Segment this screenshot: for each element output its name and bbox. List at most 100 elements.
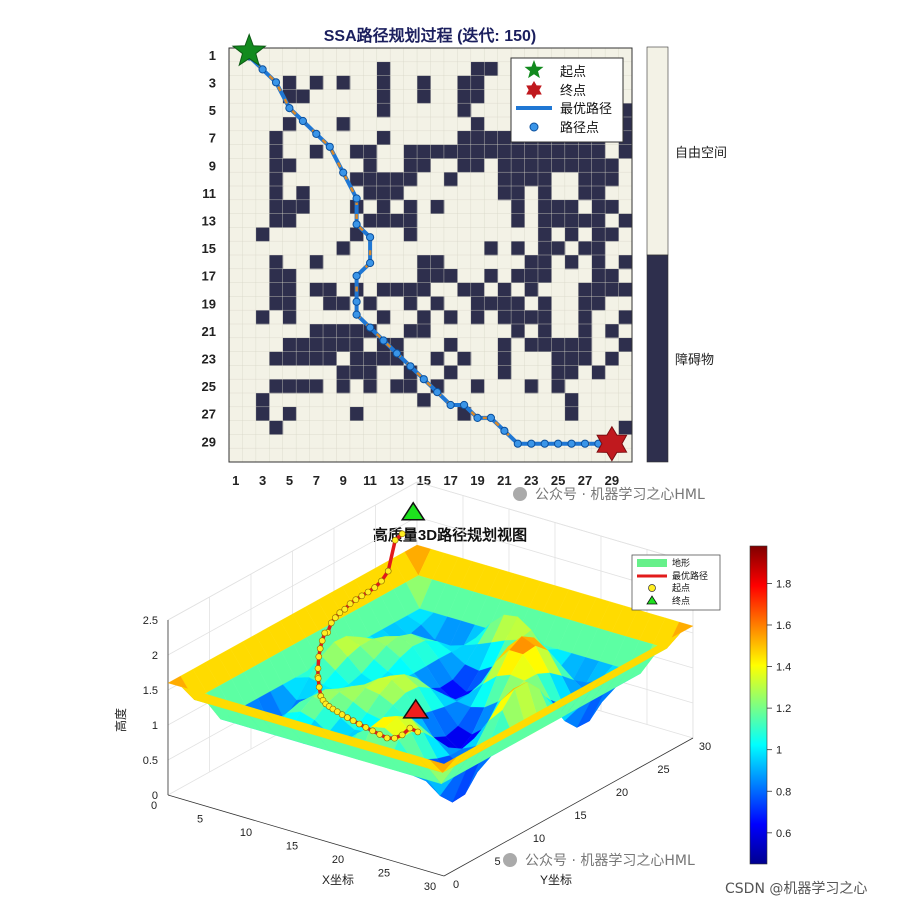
y-tick-label: 9: [209, 158, 216, 173]
obstacle-cell: [430, 296, 445, 311]
obstacle-cell: [537, 310, 552, 325]
obstacle-cell: [269, 282, 284, 297]
wechat-icon: [513, 487, 527, 501]
obstacle-cell: [470, 130, 485, 145]
obstacle-cell: [282, 213, 297, 228]
legend-goal-label: 终点: [560, 83, 586, 98]
obstacle-cell: [376, 103, 391, 118]
obstacle-cell: [269, 268, 284, 283]
obstacle-cell: [430, 144, 445, 159]
waypoint: [473, 413, 482, 422]
waypoint: [392, 349, 401, 358]
obstacle-cell: [591, 282, 606, 297]
obstacle-cell: [336, 296, 351, 311]
surface-waypoint: [331, 614, 339, 622]
obstacle-cell: [363, 172, 378, 187]
obstacle-cell: [417, 282, 431, 297]
wechat-icon-bottom: [503, 853, 517, 867]
y-tick-label: 27: [202, 407, 216, 422]
obstacle-cell: [605, 351, 619, 366]
watermark-corner: CSDN @机器学习之心: [725, 881, 867, 897]
obstacle-cell: [269, 158, 284, 173]
waypoint: [500, 426, 509, 435]
obstacle-cell: [403, 282, 418, 297]
grid-colorbar: 自由空间 障碍物: [646, 46, 727, 463]
obstacle-cell: [524, 255, 539, 270]
z-tick-label: 0: [152, 790, 158, 802]
obstacle-cell: [309, 337, 324, 352]
obstacle-cell: [390, 213, 405, 228]
obstacle-cell: [470, 310, 485, 325]
obstacle-cell: [417, 268, 431, 283]
obstacle-cell: [255, 227, 270, 242]
surface-waypoint: [406, 724, 414, 732]
obstacle-cell: [430, 351, 445, 366]
obstacle-cell: [443, 268, 458, 283]
obstacle-cell: [591, 144, 606, 159]
y-tick-label: 5: [209, 103, 216, 118]
obstacle-cell: [296, 199, 310, 214]
obstacle-cell: [511, 310, 525, 325]
colorbar-obstacle-segment: [646, 254, 669, 463]
x-tick-label: 11: [363, 473, 377, 488]
obstacle-cell: [296, 89, 310, 104]
obstacle-cell: [537, 337, 552, 352]
obstacle-cell: [282, 351, 297, 366]
obstacle-cell: [403, 296, 418, 311]
obstacle-cell: [403, 199, 418, 214]
obstacle-cell: [336, 117, 351, 132]
legend-green-triangle-icon: [646, 595, 658, 605]
surface-waypoint: [333, 708, 341, 716]
obstacle-cell: [537, 255, 552, 270]
obstacle-cell: [564, 337, 579, 352]
obstacle-cell: [484, 61, 499, 76]
waypoint: [460, 400, 469, 410]
obstacle-cell: [537, 144, 552, 159]
z-axis-label: 高度: [113, 708, 128, 732]
obstacle-cell: [605, 227, 619, 242]
x-tick-label-3d: 0: [151, 800, 157, 812]
obstacle-cell: [511, 144, 525, 159]
surface-waypoint: [391, 536, 399, 544]
obstacle-cell: [443, 144, 458, 159]
obstacle-cell: [564, 199, 579, 214]
x-tick-label: 13: [390, 473, 404, 488]
obstacle-cell: [591, 172, 606, 187]
waypoint: [580, 439, 590, 448]
surface-waypoint: [327, 619, 335, 627]
waypoint: [419, 375, 428, 384]
obstacle-cell: [443, 337, 458, 352]
obstacle-cell: [457, 351, 472, 366]
y-tick-label-3d: 10: [533, 833, 545, 845]
obstacle-cell: [417, 324, 431, 339]
obstacle-cell: [336, 337, 351, 352]
surface-waypoint: [371, 584, 379, 591]
obstacle-cell: [309, 379, 324, 394]
surface-waypoint: [314, 665, 322, 672]
obstacle-cell: [417, 144, 431, 159]
obstacle-cell: [551, 379, 566, 394]
obstacle-cell: [605, 199, 619, 214]
obstacle-cell: [511, 268, 525, 283]
obstacle-cell: [376, 75, 391, 90]
obstacle-cell: [309, 144, 324, 159]
obstacle-cell: [618, 144, 633, 159]
colorbar-tick-label: 1: [776, 745, 782, 757]
y-tick-label-3d: 5: [494, 856, 500, 868]
legend-yellow-dot-icon: [648, 584, 656, 592]
obstacle-cell: [457, 282, 472, 297]
obstacle-cell: [269, 255, 284, 270]
y-tick-label: 29: [202, 434, 216, 449]
y-tick-label: 7: [209, 131, 216, 146]
obstacle-cell: [551, 351, 566, 366]
y-tick-label: 25: [202, 379, 216, 394]
obstacle-cell: [417, 393, 431, 408]
watermark-bottom: 公众号 · 机器学习之心HML: [525, 853, 695, 869]
obstacle-cell: [390, 379, 405, 394]
colorbar-free-segment: [646, 46, 669, 256]
waypoint: [352, 310, 361, 319]
goal-hexagram-marker: [596, 425, 628, 462]
obstacle-cell: [269, 420, 284, 435]
obstacle-cell: [296, 337, 310, 352]
z-tick-label: 1.5: [143, 685, 158, 697]
